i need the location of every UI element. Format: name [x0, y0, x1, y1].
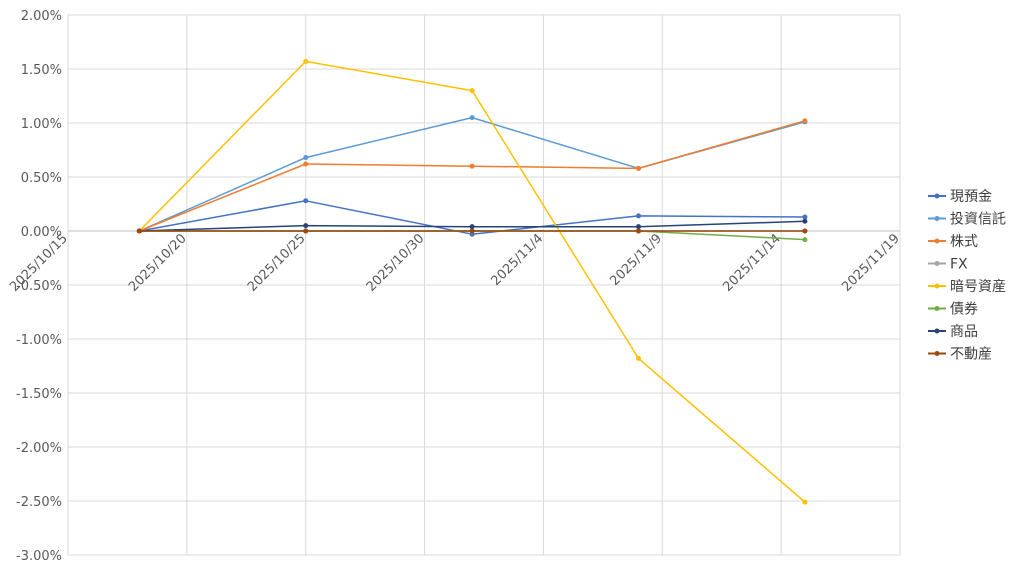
x-tick-label: 2025/11/9: [607, 231, 665, 289]
y-tick-label: -1.00%: [16, 333, 62, 348]
data-point: [802, 218, 808, 224]
legend-marker: [934, 261, 940, 266]
y-tick-label: -0.50%: [16, 279, 62, 294]
series-line: [138, 116, 806, 232]
legend-item: 現預金: [928, 189, 992, 205]
y-tick-label: 0.50%: [21, 171, 62, 186]
data-point: [303, 161, 309, 167]
data-point: [802, 228, 808, 234]
series-line: [138, 60, 806, 503]
series-lines: [136, 58, 808, 505]
legend-label: 投資信託: [950, 212, 1006, 228]
data-point: [802, 214, 808, 220]
data-point: [469, 228, 475, 234]
legend-item: 株式: [928, 234, 978, 250]
legend-marker: [934, 306, 940, 311]
y-tick-label: -3.00%: [16, 549, 62, 564]
legend-label: 不動産: [950, 347, 992, 363]
data-point: [303, 198, 309, 204]
data-point: [469, 224, 475, 230]
gridlines: [67, 14, 901, 556]
legend-marker: [934, 351, 940, 356]
y-tick-label: -2.00%: [16, 441, 62, 456]
legend-label: 現預金: [950, 189, 992, 205]
legend-marker: [934, 193, 940, 199]
y-tick-label: -2.50%: [16, 495, 62, 510]
y-tick-label: -1.50%: [16, 387, 62, 402]
data-point: [303, 223, 309, 229]
y-tick-label: 0.00%: [21, 225, 62, 240]
legend-label: 商品: [950, 324, 978, 340]
data-point: [636, 165, 642, 171]
series-4: [136, 58, 808, 505]
data-point: [303, 58, 309, 64]
data-point: [636, 213, 642, 219]
data-point: [636, 355, 642, 361]
data-point: [303, 228, 309, 234]
data-point: [303, 155, 309, 161]
data-point: [802, 118, 808, 124]
data-point: [636, 224, 642, 230]
series-7: [136, 228, 808, 234]
legend-label: 株式: [950, 234, 978, 250]
y-tick-label: 1.00%: [21, 117, 62, 132]
legend-marker: [934, 216, 940, 221]
data-point: [802, 237, 808, 243]
series-line: [139, 120, 806, 232]
axes: 2.00% 1.50% 1.00% 0.50% 0.00% -0.50% -1.00% -1.…: [7, 9, 903, 564]
legend-item: 債券: [928, 302, 978, 318]
data-point: [636, 228, 642, 234]
legend-item: 不動産: [928, 347, 992, 363]
data-point: [469, 88, 475, 94]
y-tick-label: 1.50%: [21, 63, 62, 78]
legend-item: 投資信託: [928, 212, 1006, 228]
legend-marker: [934, 328, 940, 334]
legend-marker: [934, 238, 940, 244]
legend-item: 商品: [928, 324, 978, 340]
legend-marker: [934, 283, 940, 289]
data-point: [136, 228, 142, 234]
data-point: [802, 499, 808, 505]
legend-label: 暗号資産: [950, 279, 1006, 295]
legend-item: 暗号資産: [928, 279, 1006, 295]
data-point: [469, 115, 475, 121]
legend-item: FX: [928, 257, 968, 273]
data-point: [469, 163, 475, 169]
x-tick-label: 2025/11/4: [489, 231, 547, 289]
legend-label: 債券: [950, 302, 978, 318]
legend-label: FX: [950, 257, 968, 273]
y-tick-label: 2.00%: [21, 9, 62, 24]
